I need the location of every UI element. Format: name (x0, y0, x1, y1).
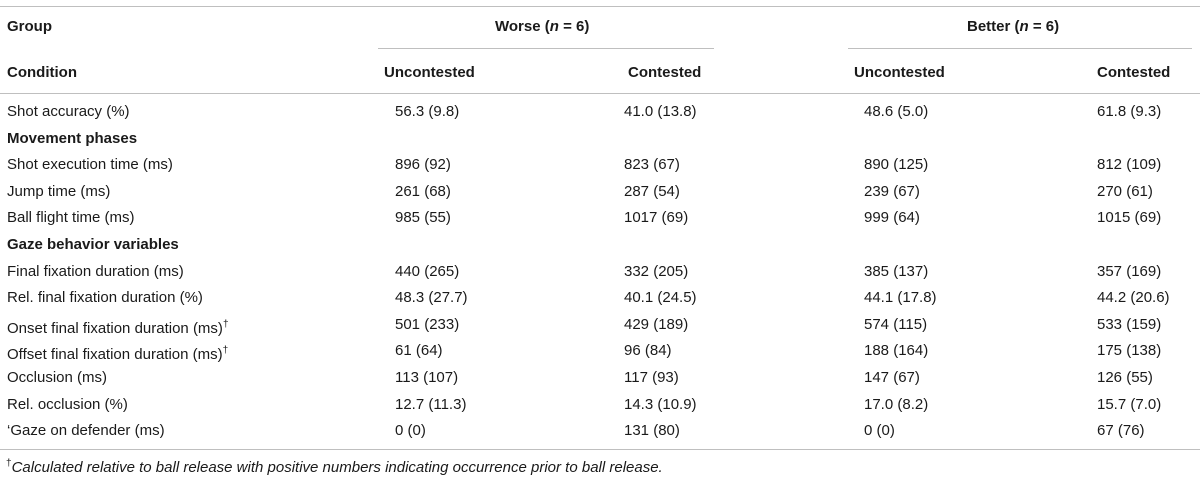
dagger-footnote-mark: † (222, 319, 229, 330)
section-heading: Gaze behavior variables (7, 236, 179, 253)
table-cell: 12.7 (11.3) (395, 396, 467, 413)
table-cell: 429 (189) (624, 316, 689, 333)
table-cell: 357 (169) (1097, 263, 1162, 280)
condition-header: Condition (7, 64, 77, 81)
worse-uncontested-header: Uncontested (384, 64, 475, 81)
table-cell: 15.7 (7.0) (1097, 396, 1162, 413)
table-cell: 533 (159) (1097, 316, 1162, 333)
table-cell: 67 (76) (1097, 422, 1145, 439)
table-footnote: †Calculated relative to ball release wit… (6, 458, 663, 476)
header-bottom-rule (0, 93, 1200, 94)
better-contested-header: Contested (1097, 64, 1171, 81)
table-bottom-rule (0, 449, 1200, 450)
row-label: ‘Gaze on defender (ms) (7, 422, 165, 439)
table-cell: 261 (68) (395, 183, 451, 200)
table-cell: 44.2 (20.6) (1097, 289, 1170, 306)
worse-contested-header: Contested (628, 64, 702, 81)
table-cell: 0 (0) (864, 422, 895, 439)
table-cell: 188 (164) (864, 342, 929, 359)
row-label: Onset final fixation duration (ms)† (7, 319, 229, 337)
row-label: Shot execution time (ms) (7, 156, 173, 173)
table-cell: 61.8 (9.3) (1097, 103, 1162, 120)
table-cell: 287 (54) (624, 183, 680, 200)
table-cell: 14.3 (10.9) (624, 396, 697, 413)
table-cell: 48.6 (5.0) (864, 103, 929, 120)
table-cell: 812 (109) (1097, 156, 1162, 173)
table-cell: 896 (92) (395, 156, 451, 173)
table-cell: 61 (64) (395, 342, 443, 359)
table-cell: 0 (0) (395, 422, 426, 439)
table-cell: 117 (93) (624, 369, 679, 386)
row-label: Rel. final fixation duration (%) (7, 289, 203, 306)
row-label: Final fixation duration (ms) (7, 263, 184, 280)
section-heading: Movement phases (7, 130, 138, 147)
table-cell: 1017 (69) (624, 209, 689, 226)
table-cell: 44.1 (17.8) (864, 289, 937, 306)
row-label: Jump time (ms) (7, 183, 111, 200)
table-cell: 113 (107) (395, 369, 459, 386)
footnote-symbol: † (6, 458, 12, 469)
table-cell: 126 (55) (1097, 369, 1153, 386)
table-cell: 96 (84) (624, 342, 672, 359)
table-cell: 385 (137) (864, 263, 929, 280)
table-cell: 239 (67) (864, 183, 920, 200)
better-span-rule (848, 48, 1192, 49)
worse-span-rule (378, 48, 714, 49)
table-cell: 574 (115) (864, 316, 928, 333)
row-label: Rel. occlusion (%) (7, 396, 128, 413)
row-label: Ball flight time (ms) (7, 209, 135, 226)
table-cell: 17.0 (8.2) (864, 396, 929, 413)
table-cell: 48.3 (27.7) (395, 289, 468, 306)
table-top-rule (0, 6, 1200, 7)
table-cell: 440 (265) (395, 263, 460, 280)
table-cell: 131 (80) (624, 422, 680, 439)
table-cell: 41.0 (13.8) (624, 103, 697, 120)
row-label: Shot accuracy (%) (7, 103, 130, 120)
dagger-footnote-mark: † (222, 345, 229, 356)
group-header: Group (7, 18, 52, 35)
table-cell: 270 (61) (1097, 183, 1153, 200)
better-group-header: Better (n = 6) (967, 18, 1060, 35)
table-cell: 890 (125) (864, 156, 929, 173)
table-cell: 175 (138) (1097, 342, 1162, 359)
table-cell: 501 (233) (395, 316, 460, 333)
table-cell: 999 (64) (864, 209, 920, 226)
table-cell: 147 (67) (864, 369, 920, 386)
table-cell: 40.1 (24.5) (624, 289, 697, 306)
worse-group-header: Worse (n = 6) (495, 18, 590, 35)
table-cell: 985 (55) (395, 209, 451, 226)
footnote-text: Calculated relative to ball release with… (11, 459, 663, 476)
table-cell: 1015 (69) (1097, 209, 1162, 226)
better-uncontested-header: Uncontested (854, 64, 945, 81)
table-cell: 332 (205) (624, 263, 689, 280)
row-label: Offset final fixation duration (ms)† (7, 345, 229, 363)
row-label: Occlusion (ms) (7, 369, 108, 386)
table-cell: 823 (67) (624, 156, 680, 173)
table-cell: 56.3 (9.8) (395, 103, 460, 120)
